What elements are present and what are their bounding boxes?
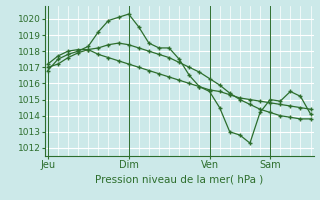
X-axis label: Pression niveau de la mer( hPa ): Pression niveau de la mer( hPa ) bbox=[95, 174, 263, 184]
